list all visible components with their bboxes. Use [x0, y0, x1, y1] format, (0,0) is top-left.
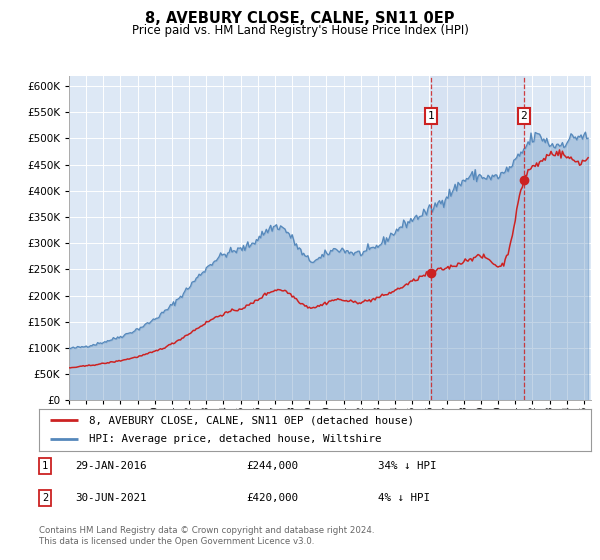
Text: 34% ↓ HPI: 34% ↓ HPI	[378, 461, 437, 471]
Text: £420,000: £420,000	[246, 493, 298, 503]
Text: 2: 2	[42, 493, 48, 503]
Text: 8, AVEBURY CLOSE, CALNE, SN11 0EP (detached house): 8, AVEBURY CLOSE, CALNE, SN11 0EP (detac…	[89, 415, 413, 425]
Text: 4% ↓ HPI: 4% ↓ HPI	[378, 493, 430, 503]
Text: £244,000: £244,000	[246, 461, 298, 471]
Text: 1: 1	[42, 461, 48, 471]
Text: 30-JUN-2021: 30-JUN-2021	[75, 493, 146, 503]
Text: HPI: Average price, detached house, Wiltshire: HPI: Average price, detached house, Wilt…	[89, 435, 381, 445]
Text: 1: 1	[427, 111, 434, 121]
Text: Contains HM Land Registry data © Crown copyright and database right 2024.
This d: Contains HM Land Registry data © Crown c…	[39, 526, 374, 546]
Text: 29-JAN-2016: 29-JAN-2016	[75, 461, 146, 471]
Text: 8, AVEBURY CLOSE, CALNE, SN11 0EP: 8, AVEBURY CLOSE, CALNE, SN11 0EP	[145, 11, 455, 26]
Text: Price paid vs. HM Land Registry's House Price Index (HPI): Price paid vs. HM Land Registry's House …	[131, 24, 469, 36]
Text: 2: 2	[520, 111, 527, 121]
Bar	[431, 76, 524, 400]
